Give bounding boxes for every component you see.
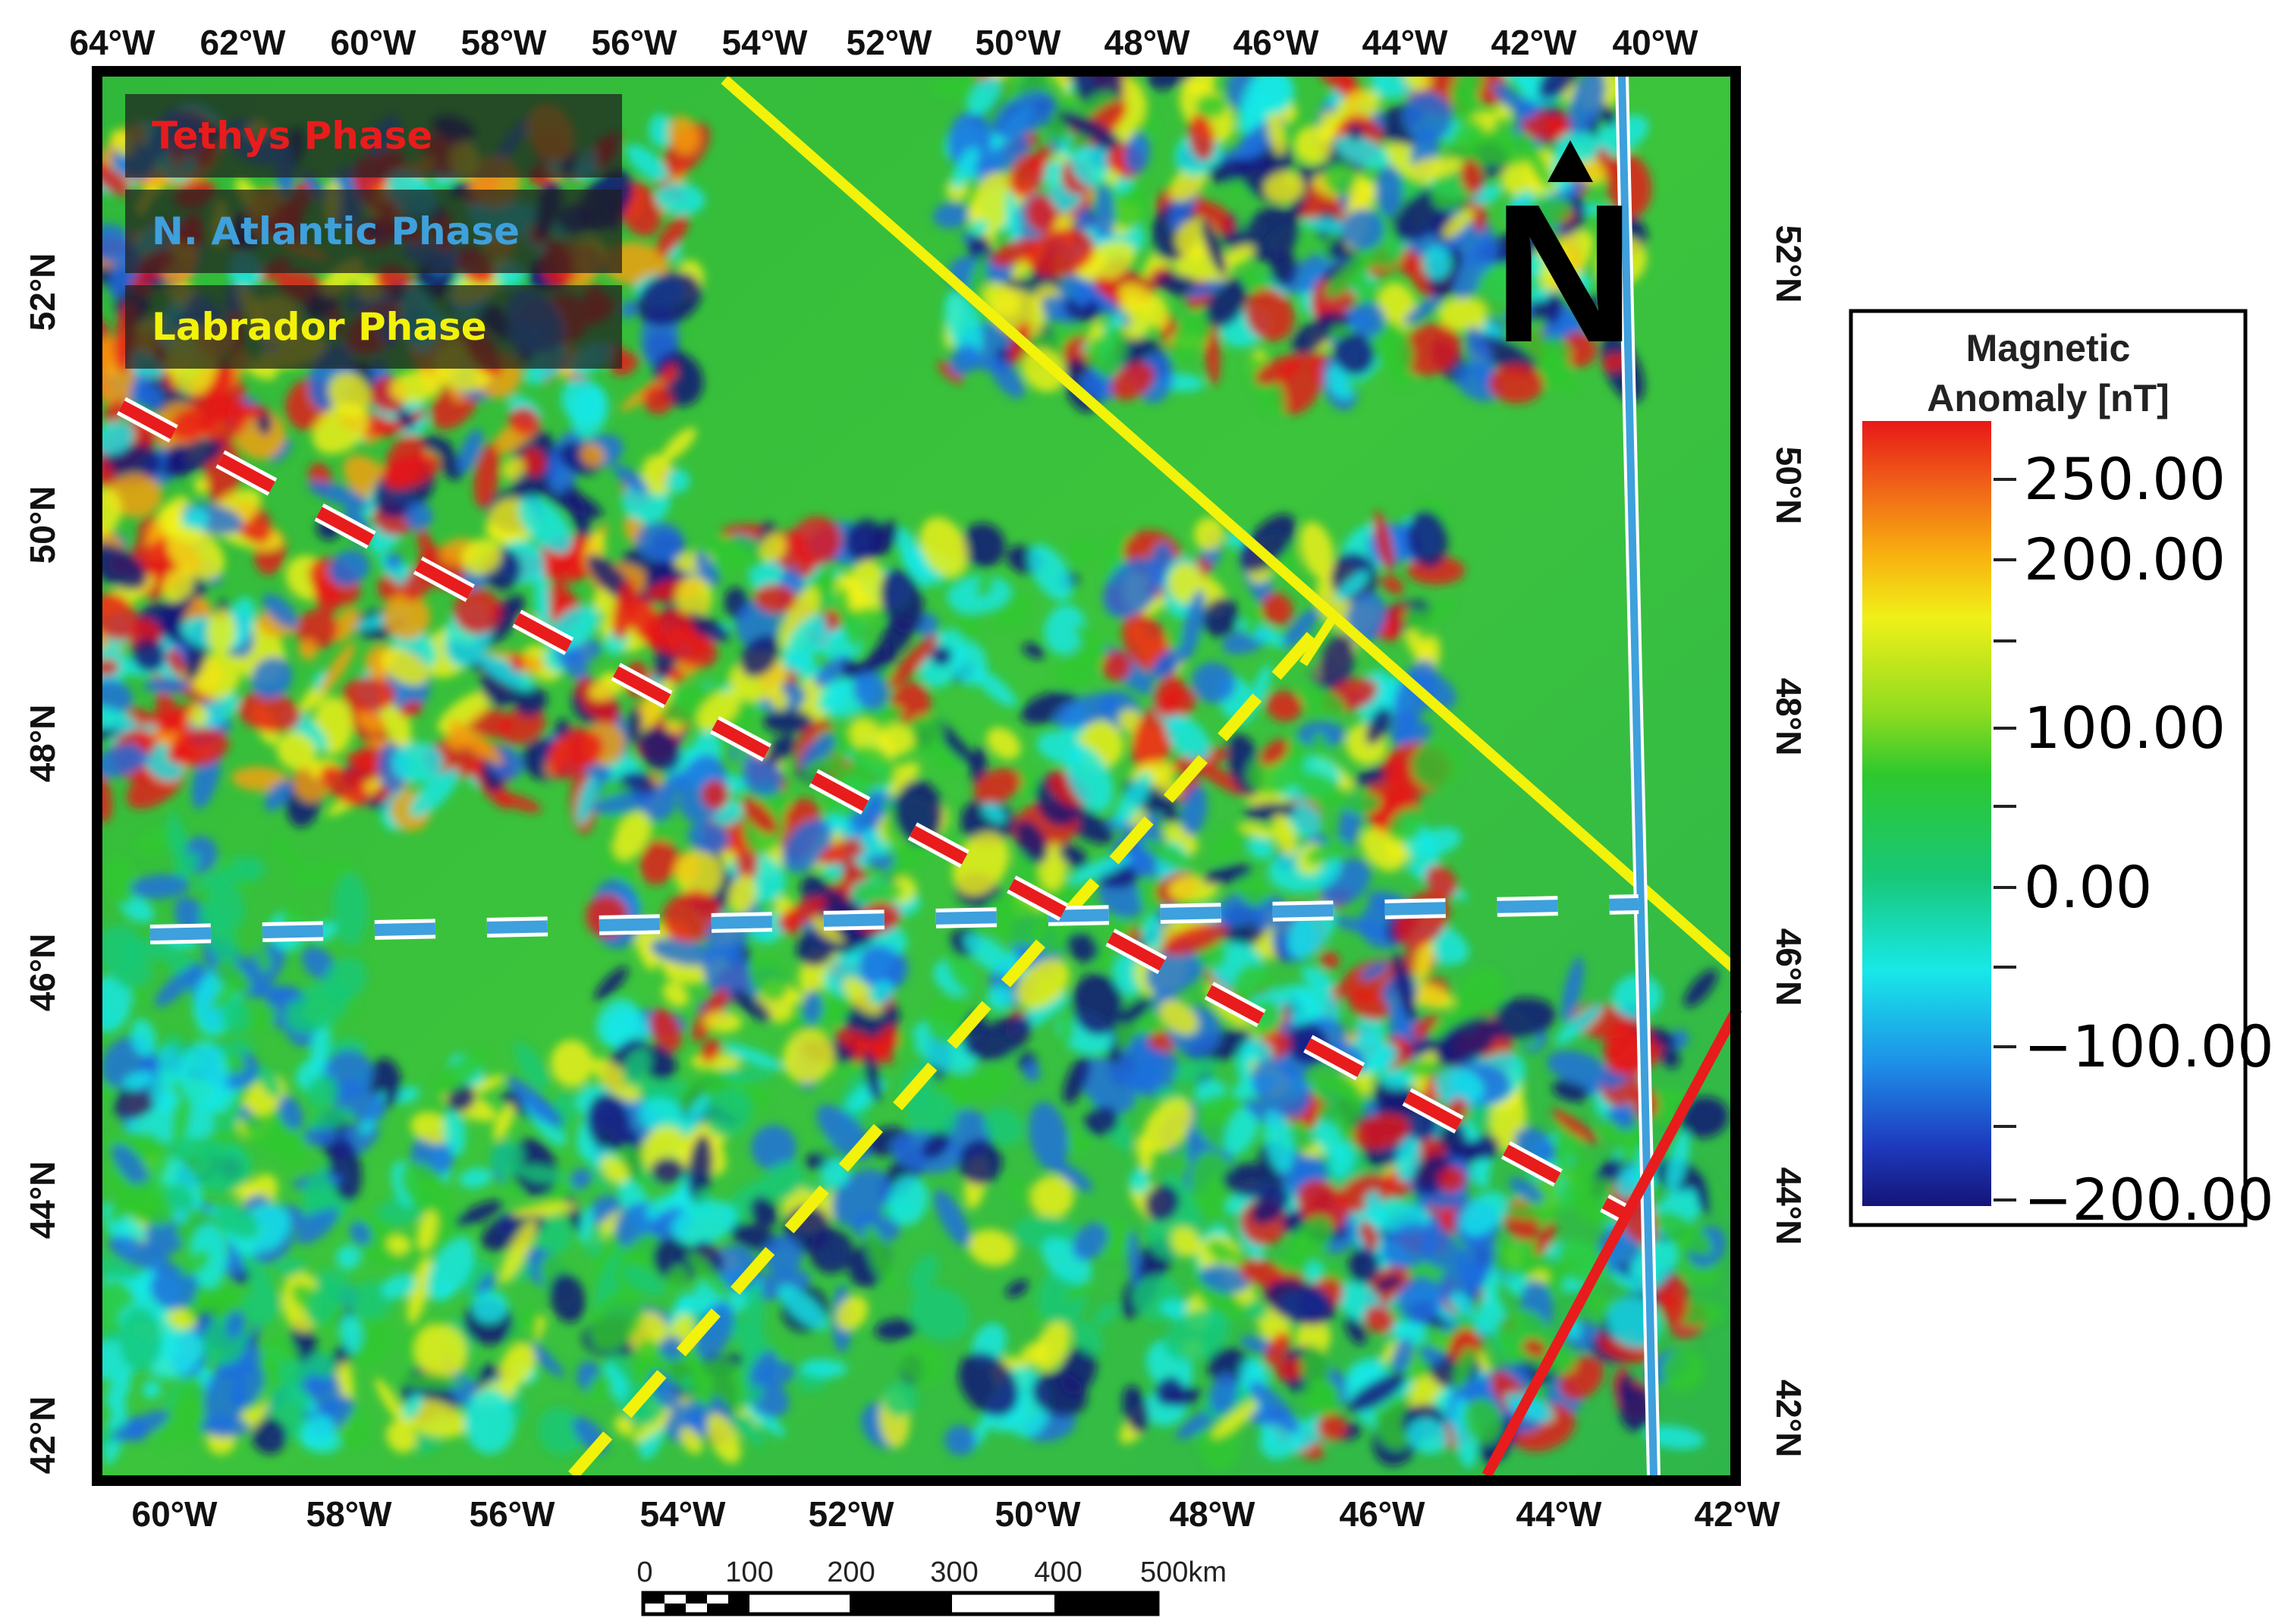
right-lat-label: 46°N xyxy=(1769,928,1808,1007)
scale-bar-label: 0 xyxy=(636,1556,652,1588)
left-lat-label: 46°N xyxy=(23,934,62,1012)
n-atlantic-solid-line-core xyxy=(1618,75,1657,1476)
legend-tick-label: 200.00 xyxy=(2024,526,2226,593)
top-lon-label: 42°W xyxy=(1491,23,1578,62)
scale-bar-label: 100 xyxy=(725,1556,773,1588)
labrador-solid-line xyxy=(721,75,1741,975)
scale-bar: 0 100 200 300 400 500km xyxy=(636,1556,1227,1616)
bottom-lon-label: 60°W xyxy=(132,1494,218,1534)
legend-tick-label: 250.00 xyxy=(2024,445,2226,513)
left-lat-label: 48°N xyxy=(23,705,62,783)
scale-bar-label: 400 xyxy=(1034,1556,1082,1588)
north-arrow-icon: N xyxy=(1493,140,1635,384)
right-latitude-labels: 52°N 50°N 48°N 46°N 44°N 42°N xyxy=(1769,225,1808,1458)
legend-tick-marks: 250.00 200.00 100.00 0.00 −100.00 −200.00 xyxy=(1994,445,2274,1233)
left-latitude-labels: 52°N 50°N 48°N 46°N 44°N 42°N xyxy=(23,253,62,1475)
left-lat-label: 52°N xyxy=(23,253,62,331)
bottom-lon-label: 42°W xyxy=(1695,1494,1781,1534)
legend-tick-label: −200.00 xyxy=(2024,1166,2274,1233)
bottom-lon-label: 48°W xyxy=(1170,1494,1256,1534)
top-lon-label: 56°W xyxy=(592,23,678,62)
n-atlantic-phase-label: N. Atlantic Phase xyxy=(152,209,520,253)
labrador-phase-label: Labrador Phase xyxy=(152,305,487,349)
top-lon-label: 58°W xyxy=(461,23,548,62)
labrador-tick xyxy=(1299,617,1336,667)
scale-seg-1 xyxy=(643,1593,665,1604)
legend-tick-label: −100.00 xyxy=(2024,1013,2274,1080)
top-lon-label: 50°W xyxy=(976,23,1062,62)
right-lat-label: 42°N xyxy=(1769,1380,1808,1458)
bottom-lon-label: 44°W xyxy=(1516,1494,1603,1534)
scale-bar-label: 200 xyxy=(827,1556,875,1588)
bottom-longitude-labels: 60°W 58°W 56°W 54°W 52°W 50°W 48°W 46°W 44°W 42°W xyxy=(132,1494,1781,1534)
bottom-lon-label: 58°W xyxy=(306,1494,393,1534)
left-lat-label: 42°N xyxy=(23,1396,62,1475)
tethys-phase-label: Tethys Phase xyxy=(152,114,432,158)
tethys-phase-box xyxy=(125,94,622,177)
scale-bar-label: 500km xyxy=(1140,1556,1227,1588)
labrador-dashed-line xyxy=(567,617,1329,1480)
right-lat-label: 48°N xyxy=(1769,678,1808,756)
legend-title-line1: Magnetic xyxy=(1966,327,2131,369)
top-lon-label: 62°W xyxy=(200,23,287,62)
scale-seg-3 xyxy=(686,1593,707,1604)
bottom-lon-label: 54°W xyxy=(640,1494,727,1534)
top-lon-label: 60°W xyxy=(331,23,417,62)
top-lon-label: 54°W xyxy=(722,23,809,62)
right-lat-label: 50°N xyxy=(1769,447,1808,525)
left-lat-label: 44°N xyxy=(23,1161,62,1239)
top-lon-label: 40°W xyxy=(1613,23,1699,62)
scale-bar-label: 300 xyxy=(930,1556,978,1588)
scale-seg-7 xyxy=(1054,1593,1158,1614)
bottom-lon-label: 56°W xyxy=(470,1494,556,1534)
right-lat-label: 44°N xyxy=(1769,1167,1808,1245)
bottom-lon-label: 50°W xyxy=(995,1494,1082,1534)
top-lon-label: 48°W xyxy=(1104,23,1191,62)
magnetic-anomaly-map: Tethys Phase N. Atlantic Phase Labrador … xyxy=(92,66,1742,1486)
legend-title-line2: Anomaly [nT] xyxy=(1927,377,2169,419)
top-lon-label: 52°W xyxy=(847,23,933,62)
top-lon-label: 64°W xyxy=(70,23,156,62)
top-lon-label: 44°W xyxy=(1362,23,1449,62)
legend-color-bar xyxy=(1862,421,1991,1206)
scale-seg-6 xyxy=(850,1593,952,1614)
legend-tick-label: 100.00 xyxy=(2024,694,2226,762)
n-atlantic-phase-box xyxy=(125,190,622,273)
svg-text:N: N xyxy=(1493,164,1635,384)
scale-seg-2 xyxy=(665,1604,686,1614)
tethys-solid-line xyxy=(1481,1006,1742,1478)
scale-seg-4 xyxy=(707,1604,728,1614)
labrador-phase-box xyxy=(125,285,622,369)
scale-seg-5 xyxy=(728,1593,749,1614)
top-longitude-labels: 64°W 62°W 60°W 58°W 56°W 54°W 52°W 50°W 48°W 46°W… xyxy=(70,23,1699,62)
phase-legend: Tethys Phase N. Atlantic Phase Labrador … xyxy=(125,94,622,369)
right-lat-label: 52°N xyxy=(1769,225,1808,303)
left-lat-label: 50°N xyxy=(23,486,62,564)
color-legend: Magnetic Anomaly [nT] 250.00 200.00 100.00… xyxy=(1849,309,2274,1233)
bottom-lon-label: 46°W xyxy=(1340,1494,1426,1534)
n-atlantic-dashed-line xyxy=(149,898,1639,941)
bottom-lon-label: 52°W xyxy=(809,1494,895,1534)
top-lon-label: 46°W xyxy=(1233,23,1320,62)
legend-tick-label: 0.00 xyxy=(2024,853,2152,921)
